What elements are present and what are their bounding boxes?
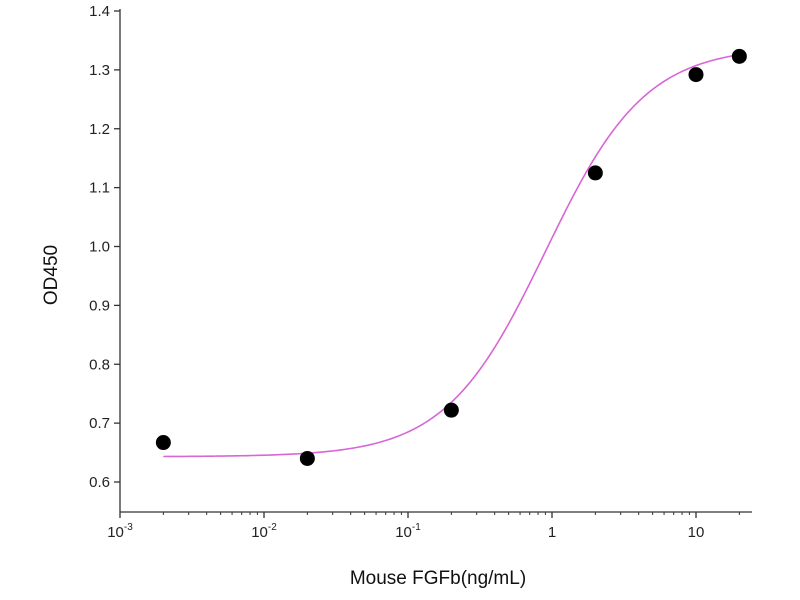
data-point — [155, 435, 171, 451]
data-point — [688, 67, 704, 83]
y-tick-label: 1.1 — [89, 180, 110, 197]
x-axis: 10-3 10-2 10-1 1 10 — [107, 511, 752, 541]
y-tick-label: 1.3 — [89, 62, 110, 79]
x-tick-label: 10-3 — [107, 522, 133, 541]
y-tick-label: 1.2 — [89, 121, 110, 138]
y-tick-label: 0.8 — [89, 356, 110, 373]
x-tick-label: 10-2 — [251, 522, 277, 541]
y-tick-label: 0.6 — [89, 474, 110, 491]
y-tick-label: 1.0 — [89, 239, 110, 256]
data-point — [587, 165, 603, 181]
y-axis: 0.6 0.7 0.8 0.9 1.0 1.1 1.2 1.3 1.4 — [89, 3, 121, 512]
x-tick-label: 10 — [688, 524, 705, 541]
x-axis-title: Mouse FGFb(ng/mL) — [350, 568, 526, 589]
data-point — [443, 402, 459, 418]
x-tick-label: 10-1 — [395, 522, 421, 541]
y-tick-label: 0.9 — [89, 297, 110, 314]
y-axis-title: OD450 — [41, 245, 62, 305]
data-point — [731, 48, 747, 64]
data-point — [299, 450, 315, 466]
data-points — [155, 48, 747, 466]
y-tick-label: 0.7 — [89, 415, 110, 432]
y-tick-label: 1.4 — [89, 3, 110, 20]
fit-curve — [163, 53, 740, 458]
x-tick-label: 1 — [548, 524, 556, 541]
